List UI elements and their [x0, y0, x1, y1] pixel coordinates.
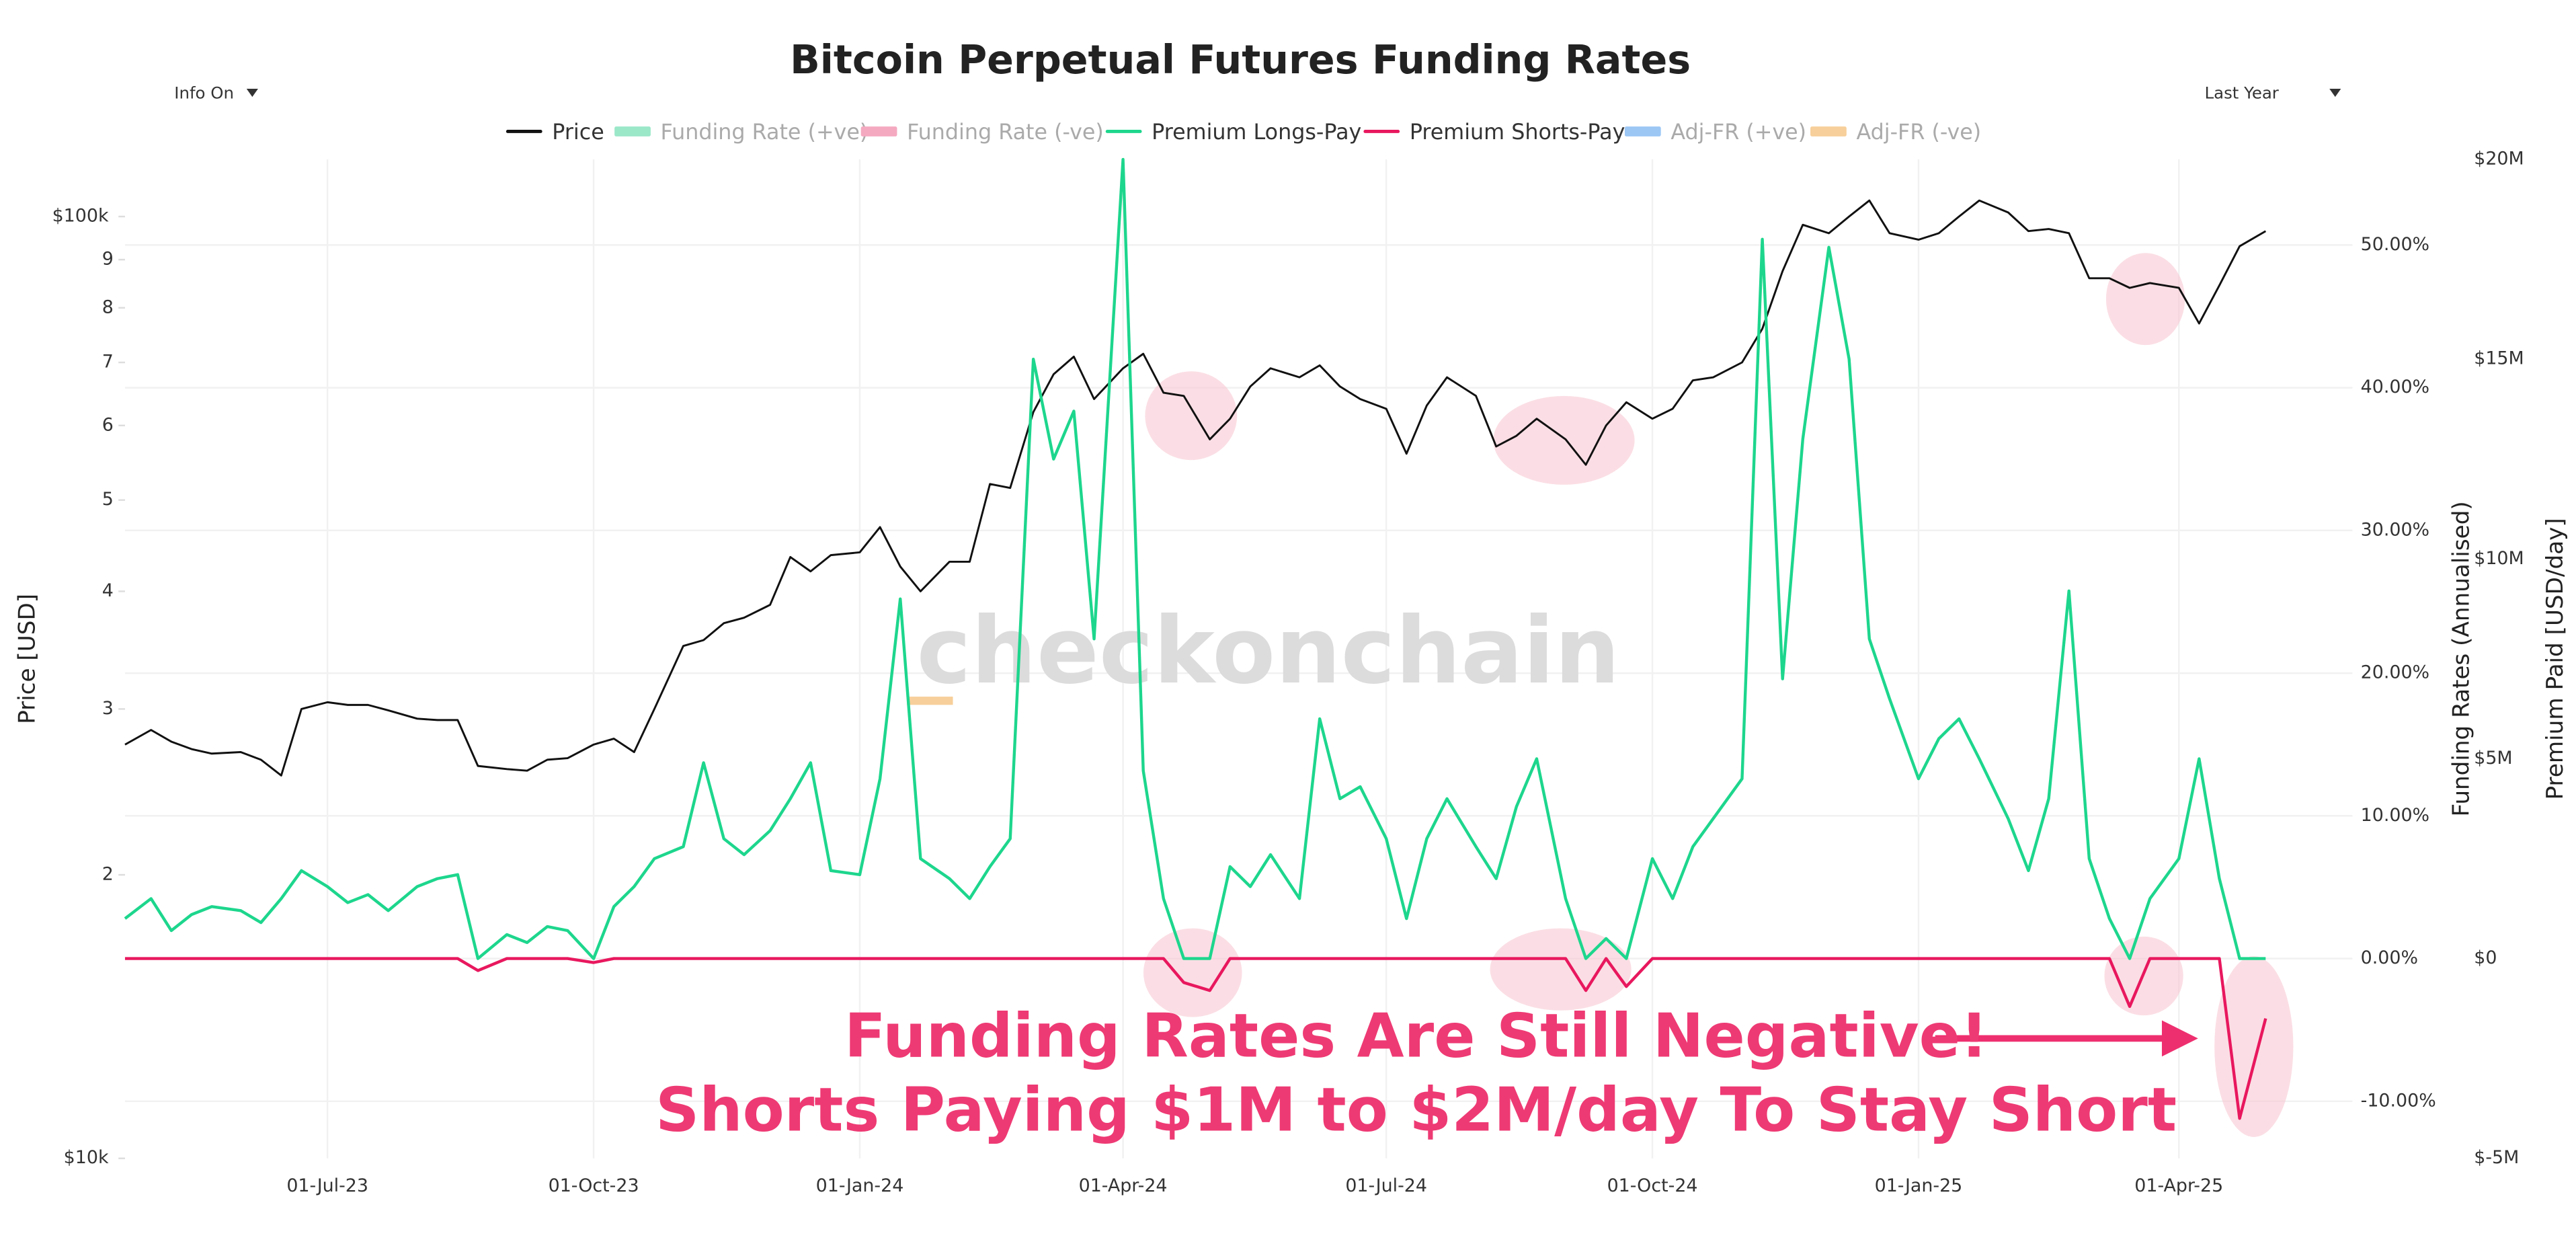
y3-tick-label: $0: [2474, 947, 2497, 968]
legend-swatch: [1624, 126, 1661, 136]
series-line: [124, 199, 2267, 777]
y3-tick-label: $5M: [2474, 748, 2512, 769]
annotation-arrow: [1935, 1020, 2198, 1057]
x-tick-label: 01-Apr-25: [2134, 1175, 2223, 1196]
highlight: [2214, 956, 2294, 1137]
y-tick-label: 8: [102, 297, 114, 317]
highlights: [1143, 253, 2294, 1137]
button-label[interactable]: Last Year: [2205, 83, 2280, 102]
legend-swatch: [614, 126, 651, 136]
dropdown-arrow[interactable]: [246, 88, 258, 97]
range-button[interactable]: Last Year: [2205, 83, 2341, 102]
y2-tick-label: 20.00%: [2361, 662, 2429, 683]
plot: [124, 157, 2267, 1120]
legend-label: Funding Rate (-ve): [907, 120, 1104, 145]
info-button[interactable]: Info On: [174, 83, 258, 102]
y-tick-label: 4: [102, 580, 114, 601]
y3-tick-label: $10M: [2474, 548, 2524, 569]
y-tick-label: $100k: [52, 206, 109, 227]
button-label[interactable]: Info On: [174, 83, 234, 102]
y3-tick-label: $15M: [2474, 348, 2524, 369]
watermark: checkonchain: [917, 598, 1620, 705]
y3-tick-label: $20M: [2474, 149, 2524, 169]
legend-swatch: [860, 126, 897, 136]
y-tick-label: $10k: [64, 1147, 109, 1168]
y-tick-label: 3: [102, 698, 114, 719]
series-line: [124, 957, 2267, 1120]
y2-tick-label: 40.00%: [2361, 377, 2429, 397]
y-tick-label: 9: [102, 249, 114, 270]
legend-swatch: [1363, 130, 1400, 133]
x-tick-label: 01-Jan-25: [1875, 1175, 1963, 1196]
y-tick-label: 5: [102, 489, 114, 510]
y2-tick-label: 50.00%: [2361, 234, 2429, 255]
series-line: [124, 157, 2266, 960]
chart-title: Bitcoin Perpetual Futures Funding Rates: [790, 37, 1691, 83]
y2-tick-label: 30.00%: [2361, 519, 2429, 540]
y2-tick-label: -10.00%: [2361, 1090, 2436, 1111]
legend-label: Premium Longs-Pay: [1152, 120, 1361, 145]
dropdown-arrow[interactable]: [2329, 88, 2341, 97]
legend-swatch: [506, 130, 542, 133]
legend-swatch: [1105, 130, 1142, 133]
legend-label: Adj-FR (+ve): [1671, 120, 1806, 145]
x-tick-label: 01-Oct-24: [1607, 1175, 1698, 1196]
y2-tick-label: 0.00%: [2361, 947, 2418, 968]
legend: Price Funding Rate (+ve) Funding Rate (-ve…: [506, 120, 1981, 145]
arrow-head: [2161, 1020, 2198, 1057]
y-tick-label: 2: [102, 864, 114, 885]
x-tick-label: 01-Jan-24: [816, 1175, 904, 1196]
annotation: Shorts Paying $1M to $2M/day To Stay Sho…: [655, 1075, 2177, 1146]
y3-axis-title: Premium Paid [USD/day]: [2542, 518, 2569, 799]
x-tick-label: 01-Apr-24: [1079, 1175, 1168, 1196]
x-tick-label: 01-Jul-23: [286, 1175, 368, 1196]
legend-label: Adj-FR (-ve): [1856, 120, 1981, 145]
x-tick-label: 01-Oct-23: [549, 1175, 639, 1196]
annotation: Funding Rates Are Still Negative!: [844, 1001, 1988, 1072]
highlight: [1493, 395, 1635, 485]
highlight: [1143, 928, 1242, 1017]
y-tick-label: 7: [102, 352, 114, 373]
legend-swatch: [1810, 126, 1847, 136]
y2-axis-title: Funding Rates (Annualised): [2448, 501, 2475, 816]
y2-tick-label: 10.00%: [2361, 805, 2429, 826]
x-tick-label: 01-Jul-24: [1345, 1175, 1427, 1196]
legend-label: Price: [552, 120, 604, 145]
y3-tick-label: $-5M: [2474, 1147, 2519, 1168]
watermark-dash: [907, 697, 953, 705]
legend-label: Premium Shorts-Pay: [1410, 120, 1625, 145]
legend-label: Funding Rate (+ve): [661, 120, 869, 145]
y-tick-label: 6: [102, 414, 114, 435]
y-axis-title: Price [USD]: [13, 594, 40, 724]
highlight: [2105, 253, 2185, 346]
